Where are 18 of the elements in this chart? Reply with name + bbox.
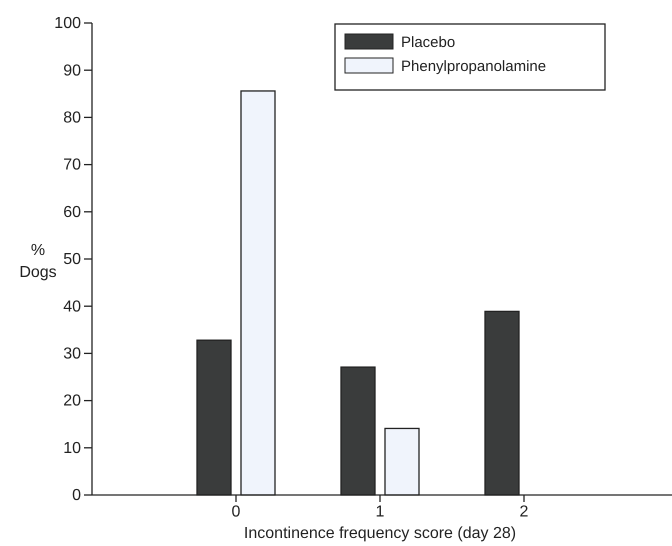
y-tick-label: 30	[63, 346, 82, 363]
y-tick-label: 0	[72, 487, 82, 504]
legend-label: Placebo	[401, 34, 456, 51]
x-tick-label: 1	[376, 503, 385, 520]
x-tick-label: 2	[520, 503, 529, 520]
y-tick-label: 80	[63, 110, 82, 127]
y-tick-label: 40	[63, 298, 82, 316]
legend-label: Phenylpropanolamine	[401, 58, 546, 75]
x-tick-label: 0	[232, 503, 241, 520]
y-tick-label: 50	[63, 251, 82, 268]
y-tick-label: 10	[63, 440, 82, 457]
y-tick-label: 20	[63, 392, 82, 410]
x-axis-title: Incontinence frequency score (day 28)	[244, 525, 516, 542]
y-tick-label: 70	[63, 156, 82, 174]
y-tick-label: 100	[54, 15, 82, 32]
y-axis-title: % Dogs	[19, 242, 57, 281]
y-tick-label: 90	[63, 62, 82, 80]
y-tick-label: 60	[63, 204, 82, 221]
